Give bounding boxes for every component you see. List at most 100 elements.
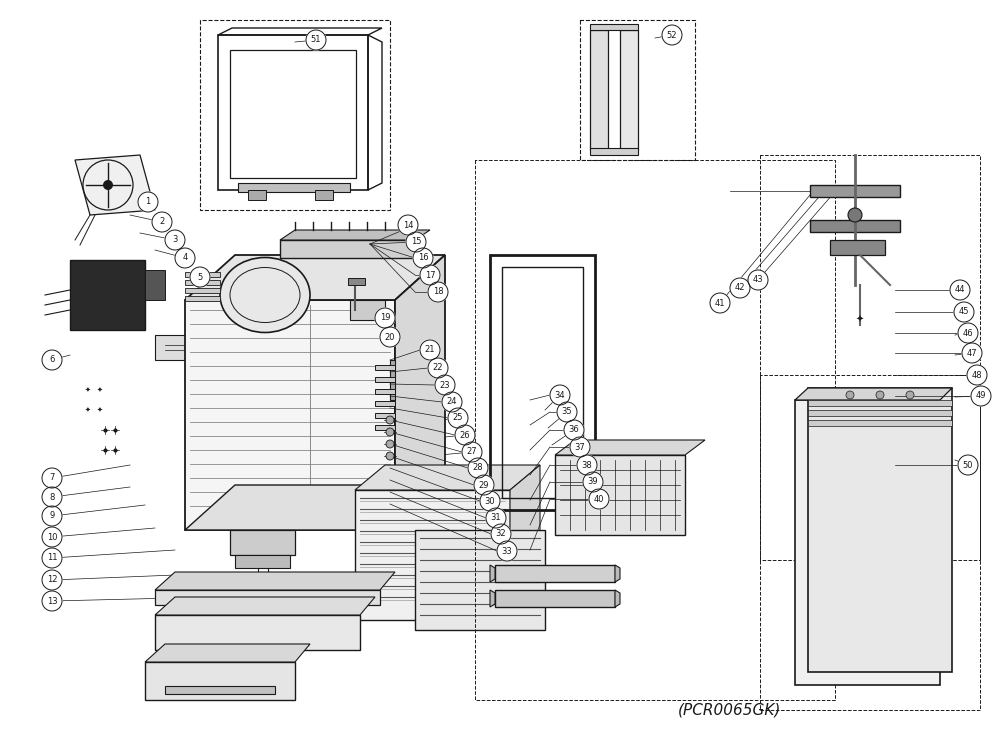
Circle shape xyxy=(165,230,185,250)
Polygon shape xyxy=(155,597,375,615)
Polygon shape xyxy=(315,190,333,200)
Polygon shape xyxy=(415,530,545,630)
Text: 52: 52 xyxy=(667,30,677,40)
Text: 9: 9 xyxy=(49,512,55,520)
Text: 3: 3 xyxy=(172,236,178,244)
Circle shape xyxy=(730,278,750,298)
Circle shape xyxy=(152,212,172,232)
Circle shape xyxy=(455,425,475,445)
Circle shape xyxy=(435,375,455,395)
Polygon shape xyxy=(165,686,275,694)
Text: ✦: ✦ xyxy=(85,407,91,413)
Circle shape xyxy=(42,570,62,590)
Circle shape xyxy=(962,343,982,363)
Text: 34: 34 xyxy=(555,391,565,400)
Circle shape xyxy=(748,270,768,290)
Text: 32: 32 xyxy=(496,529,506,539)
Text: 10: 10 xyxy=(47,533,57,542)
Polygon shape xyxy=(155,615,360,650)
Circle shape xyxy=(958,323,978,343)
Circle shape xyxy=(42,506,62,526)
Polygon shape xyxy=(615,590,620,607)
Circle shape xyxy=(420,340,440,360)
Polygon shape xyxy=(808,420,952,426)
Polygon shape xyxy=(355,465,540,490)
Polygon shape xyxy=(795,388,952,400)
Circle shape xyxy=(480,491,500,511)
Text: 50: 50 xyxy=(963,461,973,470)
Text: 7: 7 xyxy=(49,473,55,483)
Circle shape xyxy=(550,385,570,405)
Text: 51: 51 xyxy=(311,35,321,44)
Polygon shape xyxy=(615,565,620,582)
Text: 38: 38 xyxy=(582,461,592,470)
Circle shape xyxy=(958,455,978,475)
Polygon shape xyxy=(155,572,395,590)
Text: 42: 42 xyxy=(735,283,745,292)
Polygon shape xyxy=(490,590,495,607)
Polygon shape xyxy=(808,388,952,672)
Polygon shape xyxy=(235,555,290,568)
Polygon shape xyxy=(280,240,415,258)
Circle shape xyxy=(103,180,113,190)
Text: 24: 24 xyxy=(447,397,457,406)
Circle shape xyxy=(557,402,577,422)
Circle shape xyxy=(448,408,468,428)
Text: 39: 39 xyxy=(588,478,598,486)
Text: 1: 1 xyxy=(145,197,151,207)
Polygon shape xyxy=(230,530,295,555)
Circle shape xyxy=(848,208,862,222)
Polygon shape xyxy=(555,455,685,535)
Polygon shape xyxy=(145,270,165,300)
Text: 23: 23 xyxy=(440,381,450,389)
Polygon shape xyxy=(238,183,350,192)
Text: 22: 22 xyxy=(433,364,443,372)
Circle shape xyxy=(175,248,195,268)
Polygon shape xyxy=(375,401,395,406)
Circle shape xyxy=(906,391,914,399)
Text: 27: 27 xyxy=(467,447,477,456)
Text: 17: 17 xyxy=(425,271,435,280)
Polygon shape xyxy=(155,590,380,605)
Text: 30: 30 xyxy=(485,497,495,506)
Text: 2: 2 xyxy=(159,218,165,227)
Polygon shape xyxy=(350,300,385,320)
Polygon shape xyxy=(590,24,638,30)
Polygon shape xyxy=(185,296,220,301)
Circle shape xyxy=(406,232,426,252)
Text: 12: 12 xyxy=(47,576,57,584)
Text: 6: 6 xyxy=(49,355,55,364)
Polygon shape xyxy=(375,425,395,430)
Circle shape xyxy=(589,489,609,509)
Circle shape xyxy=(428,282,448,302)
Text: 31: 31 xyxy=(491,514,501,523)
Circle shape xyxy=(462,442,482,462)
Polygon shape xyxy=(375,377,395,382)
Circle shape xyxy=(570,437,590,457)
Circle shape xyxy=(577,455,597,475)
Text: 43: 43 xyxy=(753,275,763,285)
Polygon shape xyxy=(495,565,615,582)
Circle shape xyxy=(497,541,517,561)
Circle shape xyxy=(486,508,506,528)
Text: 16: 16 xyxy=(418,253,428,263)
Polygon shape xyxy=(808,410,952,416)
Text: 18: 18 xyxy=(433,288,443,297)
Circle shape xyxy=(564,420,584,440)
Polygon shape xyxy=(185,255,445,300)
Circle shape xyxy=(876,391,884,399)
Polygon shape xyxy=(390,360,395,400)
Text: 47: 47 xyxy=(967,349,977,358)
Circle shape xyxy=(380,327,400,347)
Circle shape xyxy=(190,267,210,287)
Polygon shape xyxy=(810,185,900,197)
Text: 26: 26 xyxy=(460,431,470,439)
Polygon shape xyxy=(248,190,266,200)
Circle shape xyxy=(386,428,394,436)
Polygon shape xyxy=(808,400,952,406)
Polygon shape xyxy=(590,148,638,155)
Circle shape xyxy=(662,25,682,45)
Text: 15: 15 xyxy=(411,238,421,247)
Circle shape xyxy=(468,458,488,478)
Text: 13: 13 xyxy=(47,596,57,606)
